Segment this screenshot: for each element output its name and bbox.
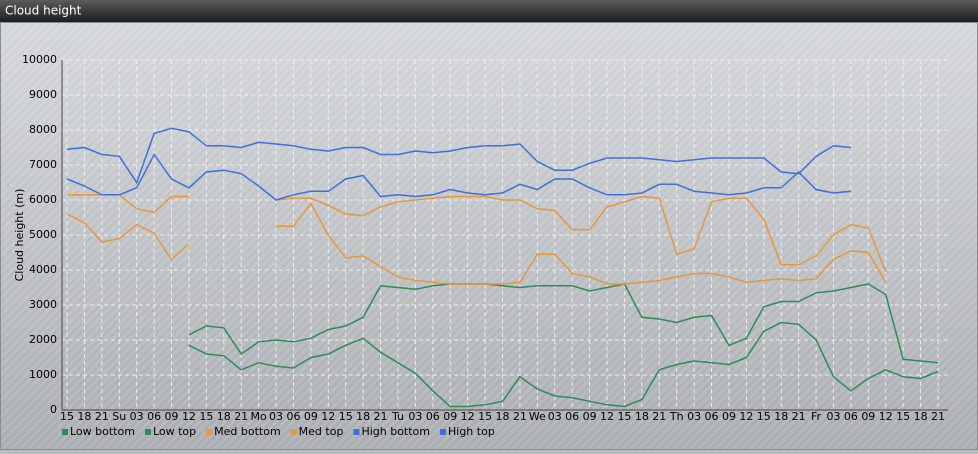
x-tick-label: 09: [304, 410, 318, 423]
x-tick-label: 06: [705, 410, 719, 423]
x-tick-label: 09: [583, 410, 597, 423]
y-tick-label: 3000: [29, 298, 57, 311]
x-tick-label: 21: [95, 410, 109, 423]
y-tick-label: 10000: [22, 53, 57, 66]
x-tick-label: 09: [861, 410, 875, 423]
x-tick-label: 18: [635, 410, 649, 423]
x-tick-label: 12: [461, 410, 475, 423]
legend-label[interactable]: High bottom: [361, 425, 430, 438]
x-tick-label: 03: [687, 410, 701, 423]
title-bar: [0, 0, 978, 22]
x-tick-label: 09: [165, 410, 179, 423]
x-tick-label: 15: [339, 410, 353, 423]
x-tick-label: 12: [739, 410, 753, 423]
x-tick-label: 15: [478, 410, 492, 423]
series-line: [66, 127, 851, 185]
legend-swatch: [62, 429, 68, 435]
y-tick-label: 4000: [29, 263, 57, 276]
x-tick-label: 09: [443, 410, 457, 423]
x-tick-label: 03: [408, 410, 422, 423]
x-tick-label: Fr: [811, 410, 822, 423]
x-tick-label: 06: [286, 410, 300, 423]
legend-swatch: [353, 429, 360, 435]
x-tick-label: 18: [496, 410, 510, 423]
y-tick-label: 0: [50, 403, 57, 416]
x-tick-label: 06: [426, 410, 440, 423]
y-tick-label: 5000: [29, 228, 57, 241]
y-tick-label: 8000: [29, 123, 57, 136]
x-tick-label: 09: [722, 410, 736, 423]
x-tick-label: 21: [374, 410, 388, 423]
x-tick-label: 18: [914, 410, 928, 423]
x-tick-label: 18: [774, 410, 788, 423]
legend-label[interactable]: Low bottom: [70, 425, 135, 438]
x-tick-label: 03: [269, 410, 283, 423]
series-line: [67, 194, 887, 273]
x-tick-label: 21: [234, 410, 248, 423]
legend-swatch: [144, 429, 151, 435]
y-tick-label: 9000: [29, 88, 57, 101]
x-tick-label: 15: [896, 410, 910, 423]
legend-label[interactable]: Med top: [299, 425, 344, 438]
legend-label[interactable]: Med bottom: [214, 425, 281, 438]
x-tick-label: 15: [60, 410, 74, 423]
legend-label[interactable]: High top: [448, 425, 495, 438]
x-tick-label: 06: [565, 410, 579, 423]
x-tick-label: 15: [199, 410, 213, 423]
x-tick-label: 21: [931, 410, 945, 423]
y-tick-label: 7000: [29, 158, 57, 171]
x-tick-label: 03: [826, 410, 840, 423]
panel-texture: [1, 23, 977, 449]
legend-swatch: [206, 429, 213, 435]
x-tick-label: 15: [617, 410, 631, 423]
x-tick-label: 12: [600, 410, 614, 423]
legend-label[interactable]: Low top: [153, 425, 196, 438]
x-tick-label: 21: [652, 410, 666, 423]
x-tick-label: 03: [548, 410, 562, 423]
x-tick-label: 12: [182, 410, 196, 423]
x-tick-label: 21: [513, 410, 527, 423]
x-tick-label: 12: [879, 410, 893, 423]
y-tick-label: 6000: [29, 193, 57, 206]
legend-swatch: [290, 429, 297, 435]
x-tick-label: 06: [844, 410, 858, 423]
x-tick-label: 21: [792, 410, 806, 423]
x-tick-label: We: [529, 410, 546, 423]
series-line: [188, 321, 939, 408]
series-line: [66, 153, 851, 201]
x-tick-label: Su: [112, 410, 126, 423]
series-line: [188, 283, 939, 364]
x-tick-label: 18: [217, 410, 231, 423]
x-tick-label: 18: [77, 410, 91, 423]
series-line: [66, 202, 887, 285]
y-tick-label: 1000: [29, 368, 57, 381]
x-tick-label: Th: [669, 410, 684, 423]
y-axis-label: Cloud height (m): [13, 189, 26, 282]
x-tick-label: Mo: [251, 410, 267, 423]
x-tick-label: 12: [321, 410, 335, 423]
x-tick-label: 06: [147, 410, 161, 423]
x-tick-label: 18: [356, 410, 370, 423]
x-tick-label: 03: [130, 410, 144, 423]
x-tick-label: 15: [757, 410, 771, 423]
y-tick-label: 2000: [29, 333, 57, 346]
x-tick-label: Tu: [391, 410, 404, 423]
legend-swatch: [440, 429, 446, 435]
chart-title: Cloud height: [5, 4, 82, 18]
